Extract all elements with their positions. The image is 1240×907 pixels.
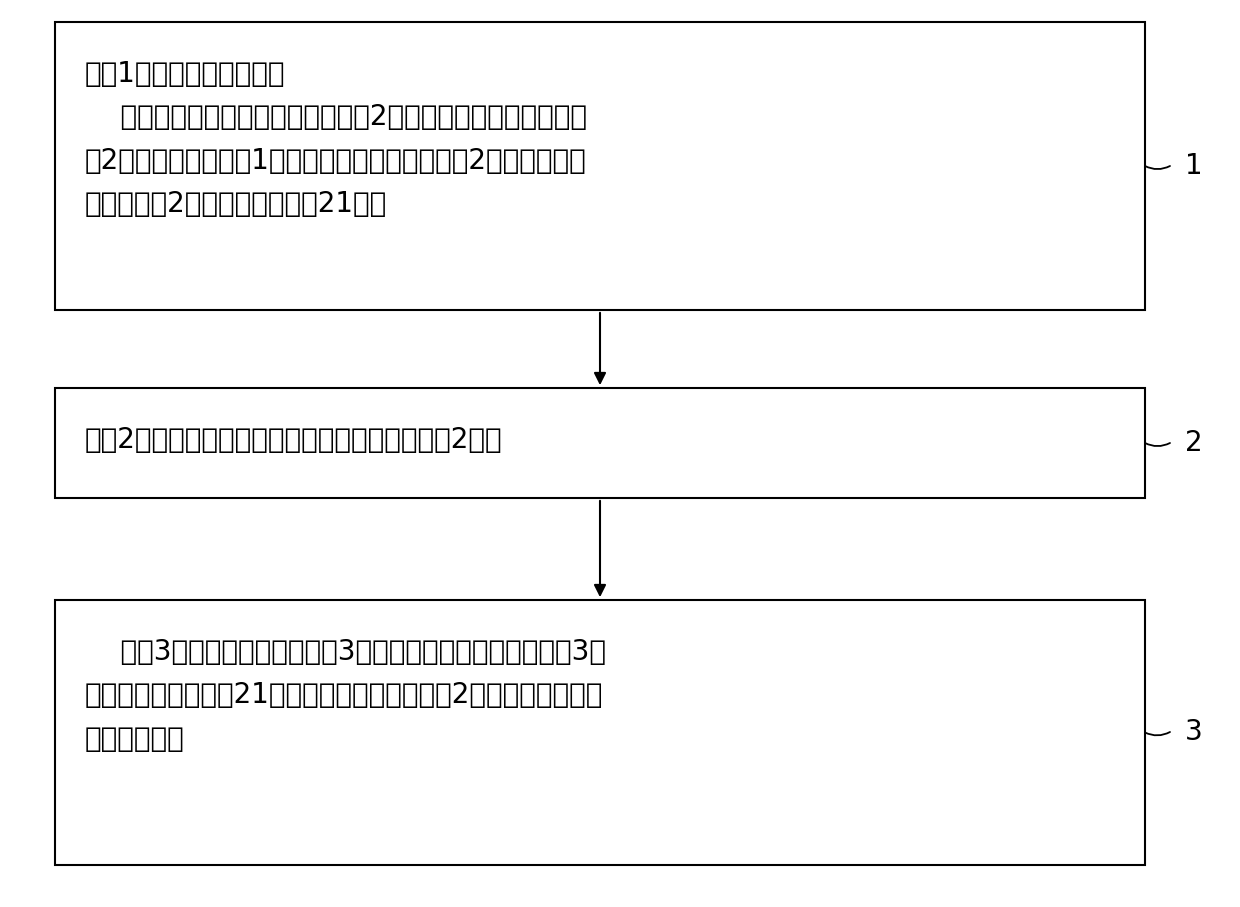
- Text: 步骤2、检测所述阵列基板中出现断线的数据线（2）；: 步骤2、检测所述阵列基板中出现断线的数据线（2）；: [86, 426, 502, 454]
- Text: 步骤1、提供一阵列基板；
    该阵列基板的结构包括与数据线（2）处于同一层在靠近数据线
（2）和居极扫描线（1）的相交处设置于数据线（2）一侧且平行
于数据: 步骤1、提供一阵列基板； 该阵列基板的结构包括与数据线（2）处于同一层在靠近数据…: [86, 60, 587, 219]
- Text: 步骤3、提供金属连接短线（3），使用两条金属连接短线（3）
分别将第一修复线（21）的两端与相应数据线（2）出现断线的两端
连接在一起。: 步骤3、提供金属连接短线（3），使用两条金属连接短线（3） 分别将第一修复线（2…: [86, 638, 606, 753]
- FancyBboxPatch shape: [55, 388, 1145, 498]
- FancyBboxPatch shape: [55, 22, 1145, 310]
- Text: 3: 3: [1185, 718, 1203, 746]
- Text: 1: 1: [1185, 152, 1203, 180]
- FancyBboxPatch shape: [55, 600, 1145, 865]
- Text: 2: 2: [1185, 429, 1203, 457]
